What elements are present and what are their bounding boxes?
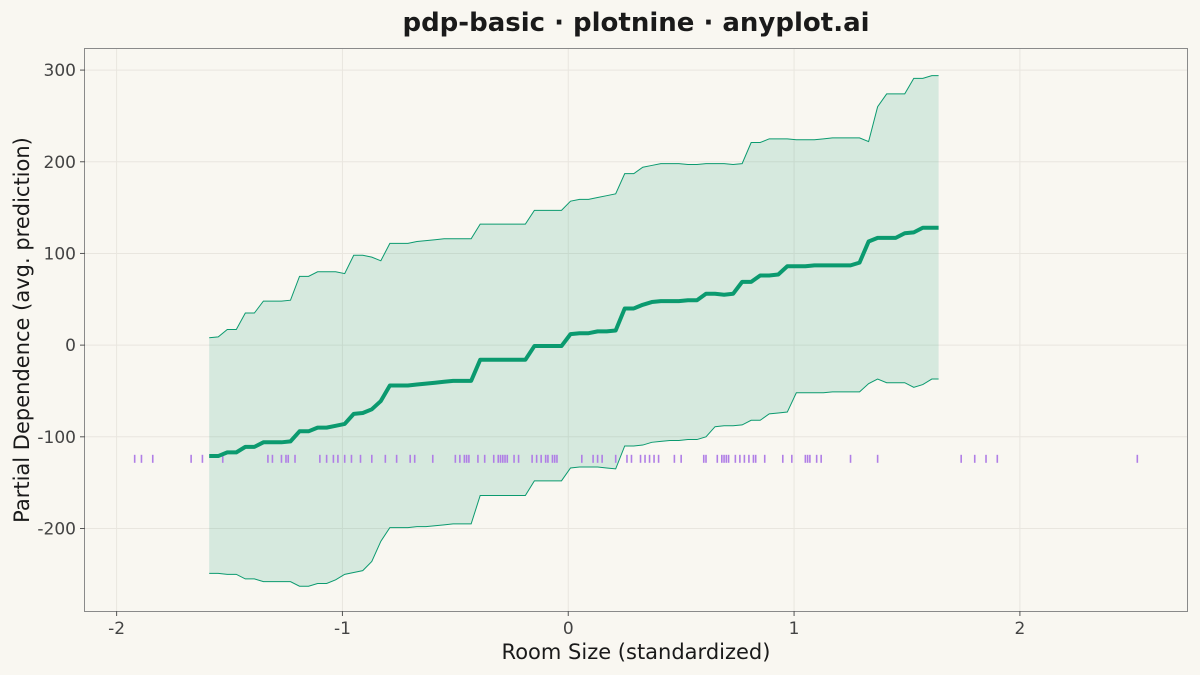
x-tick-label: 2 (1014, 619, 1025, 639)
pdp-line (209, 225, 939, 459)
y-tick-labels: -200 -100 0 100 200 300 (37, 61, 85, 539)
y-tick-label: 300 (44, 61, 76, 81)
y-axis-label: Partial Dependence (avg. prediction) (10, 137, 34, 523)
x-tick-label: -1 (334, 619, 351, 639)
y-tick-label: 200 (44, 153, 76, 173)
y-tick-label: 100 (44, 244, 76, 264)
x-tick-label: 1 (789, 619, 800, 639)
confidence-band (209, 75, 939, 587)
confidence-band-layer (209, 75, 939, 587)
x-axis-label: Room Size (standardized) (502, 640, 771, 664)
chart-title: pdp-basic · plotnine · anyplot.ai (402, 8, 869, 38)
y-tick-label: -100 (37, 428, 76, 448)
plot-frame (84, 48, 1188, 612)
pdp-line-layer (209, 225, 939, 459)
rug-layer (133, 454, 1139, 463)
y-tick-label: 0 (65, 336, 76, 356)
x-tick-label: 0 (563, 619, 574, 639)
grid-layer (85, 49, 1187, 611)
x-tick-label: -2 (108, 619, 125, 639)
band-lower-line (209, 378, 939, 587)
y-tick-label: -200 (37, 519, 76, 539)
x-tick-labels: -2 -1 0 1 2 (108, 611, 1025, 639)
band-upper-line (209, 75, 939, 339)
